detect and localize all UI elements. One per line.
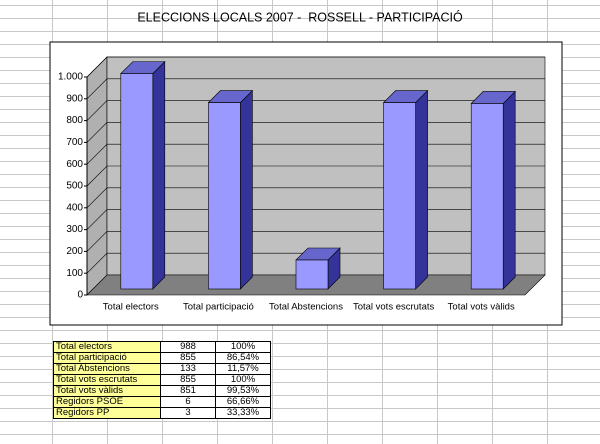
y-tick-label: 100: [66, 268, 83, 279]
y-tick-label: 200: [66, 246, 83, 257]
cell: 33,33%: [215, 407, 271, 419]
y-tick-label: 400: [66, 202, 83, 213]
table-row: Regidors PSOE 6 66,66%: [53, 396, 271, 408]
cell: 100%: [215, 374, 271, 386]
cell: 86,54%: [215, 352, 271, 364]
cell: 855: [160, 352, 216, 364]
bar: [295, 259, 329, 290]
bar-side: [240, 89, 253, 290]
cell: 3: [160, 407, 216, 419]
data-table: Total electors 988 100% Total participació 8…: [53, 341, 271, 419]
x-tick-label: Total Abstencions: [269, 302, 343, 313]
cell: 66,66%: [215, 396, 271, 408]
y-tick-label: 700: [66, 137, 83, 148]
x-tick-label: Total vots escrutats: [353, 302, 435, 313]
row-label: Total vots escrutats: [53, 374, 161, 386]
bar: [470, 103, 504, 290]
table-row: Total electors 988 100%: [53, 341, 271, 353]
bar-side: [415, 89, 428, 290]
row-label: Total participació: [53, 352, 161, 364]
x-tick-label: Total vots vàlids: [448, 302, 515, 313]
bar-side: [152, 60, 166, 290]
x-tick-label: Total electors: [103, 302, 159, 313]
y-tick-label: 600: [66, 159, 83, 170]
y-tick-label: 300: [66, 224, 83, 235]
row-label: Regidors PP: [53, 407, 161, 419]
cell: 133: [160, 363, 216, 375]
table-row: Regidors PP 3 33,33%: [53, 407, 271, 419]
row-label: Regidors PSOE: [53, 396, 161, 408]
bar-side: [502, 90, 516, 290]
y-tick-label: 800: [66, 115, 83, 126]
row-label: Total vots vàlids: [53, 385, 161, 397]
table-row: Total Abstencions 133 11,57%: [53, 363, 271, 375]
cell: 100%: [215, 341, 271, 353]
y-tick-label: 500: [66, 181, 83, 192]
table-row: Total vots escrutats 855 100%: [53, 374, 271, 386]
cell: 6: [160, 396, 216, 408]
cell: 11,57%: [215, 363, 271, 375]
cell: 855: [160, 374, 216, 386]
y-tick-label: 0: [77, 290, 83, 301]
row-label: Total Abstencions: [53, 363, 161, 375]
bar: [120, 73, 154, 290]
cell: 988: [160, 341, 216, 353]
table-row: Total participació 855 86,54%: [53, 352, 271, 364]
grid-line: [86, 78, 545, 100]
cell: 851: [160, 385, 216, 397]
y-tick-label: 900: [66, 93, 83, 104]
x-tick-label: Total participació: [183, 302, 254, 313]
table-row: Total vots vàlids 851 99,53%: [53, 385, 271, 397]
bar: [383, 102, 416, 290]
chart-title: ELECCIONS LOCALS 2007 - ROSSELL - PARTIC…: [137, 9, 463, 24]
bar: [208, 102, 241, 290]
grid-line: [86, 56, 545, 78]
y-tick-label: 1.000: [58, 72, 83, 83]
row-label: Total electors: [53, 341, 161, 353]
cell: 99,53%: [215, 385, 271, 397]
